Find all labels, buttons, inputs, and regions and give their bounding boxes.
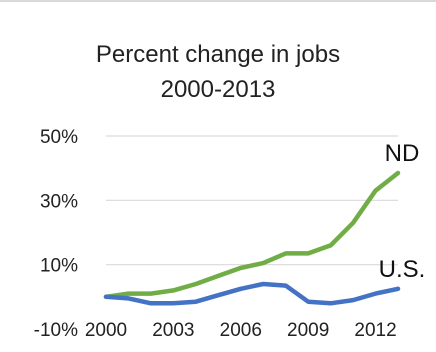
chart-title-line-2: 2000-2013 <box>161 76 276 103</box>
chart-title-line-1: Percent change in jobs <box>96 41 340 68</box>
series-line-us <box>103 281 401 306</box>
series-labels: ND U.S. <box>379 140 426 283</box>
y-tick-label: 30% <box>40 191 78 212</box>
x-axis-ticks: 2000 2003 2006 2009 2012 <box>85 320 397 341</box>
gridlines <box>106 135 398 266</box>
y-tick-label: 50% <box>40 127 78 148</box>
y-tick-label: -10% <box>34 320 78 341</box>
y-axis-ticks: 50% 30% 10% -10% <box>34 127 78 341</box>
x-tick-label: 2006 <box>220 320 262 341</box>
x-tick-label: 2000 <box>85 320 127 341</box>
series-lines <box>103 170 401 306</box>
x-tick-label: 2009 <box>287 320 329 341</box>
y-tick-label: 10% <box>40 256 78 277</box>
series-line-nd <box>103 170 401 300</box>
x-tick-label: 2012 <box>354 320 396 341</box>
series-label-us: U.S. <box>379 256 426 283</box>
series-label-nd: ND <box>385 140 420 167</box>
top-border <box>0 0 436 2</box>
x-tick-label: 2003 <box>152 320 194 341</box>
